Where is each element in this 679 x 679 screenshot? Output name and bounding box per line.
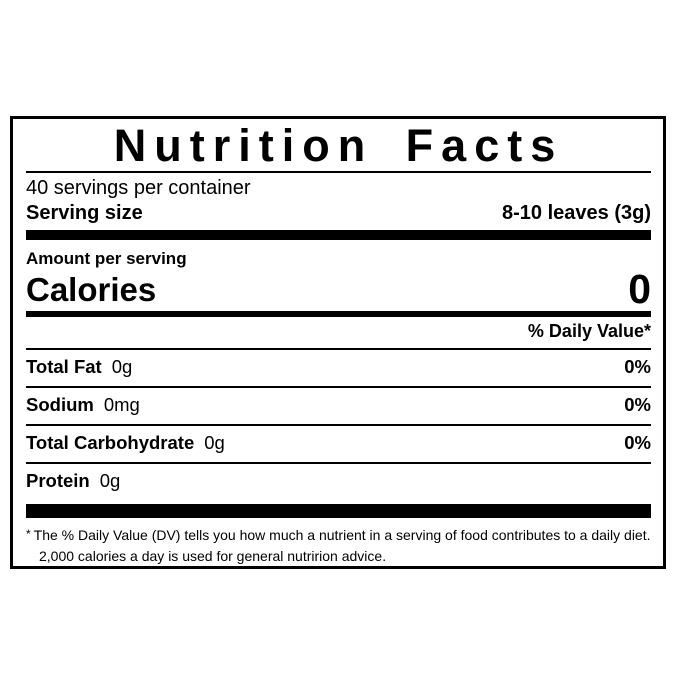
- nutrient-name-amount: Sodium 0mg: [26, 394, 140, 416]
- nutrient-name-amount: Total Carbohydrate 0g: [26, 432, 225, 454]
- nutrient-amount: 0g: [111, 355, 133, 377]
- nutrition-facts-label: Nutrition Facts 40 servings per containe…: [10, 116, 666, 569]
- nutrient-dv: 0%: [624, 393, 651, 415]
- daily-value-header: % Daily Value*: [527, 320, 651, 341]
- nutrient-amount: 0g: [204, 431, 225, 453]
- servings-per-container: 40 servings per container: [26, 177, 251, 200]
- calories-row: Calories 0: [26, 265, 651, 312]
- nutrient-row-protein: Protein 0g: [26, 464, 651, 500]
- serving-size-value: 8-10 leaves (3g): [502, 202, 651, 225]
- footnote-text: The % Daily Value (DV) tells you how muc…: [33, 526, 651, 565]
- label-title: Nutrition Facts: [113, 120, 564, 171]
- row-divider: [26, 347, 651, 350]
- calories-label: Calories: [26, 271, 157, 309]
- nutrient-name-amount: Protein 0g: [26, 470, 120, 492]
- nutrient-name-amount: Total Fat 0g: [26, 356, 132, 378]
- nutrient-row-total-fat: Total Fat 0g 0%: [26, 350, 651, 386]
- nutrient-name: Total Carbohydrate: [26, 431, 195, 453]
- nutrient-dv: 0%: [624, 431, 651, 453]
- row-divider: [26, 423, 651, 426]
- calories-divider-bar: [26, 310, 651, 317]
- row-divider: [26, 385, 651, 388]
- nutrient-amount: 0g: [99, 469, 121, 491]
- footnote-marker: *: [26, 526, 31, 541]
- thick-bar-top: [26, 230, 651, 241]
- nutrient-name: Protein: [26, 469, 90, 491]
- nutrient-name: Total Fat: [26, 355, 102, 377]
- thick-bar-bottom: [26, 503, 651, 518]
- row-divider: [26, 461, 651, 464]
- nutrient-row-sodium: Sodium 0mg 0%: [26, 388, 651, 424]
- nutrient-amount: 0mg: [103, 393, 140, 415]
- nutrient-dv: 0%: [624, 355, 651, 377]
- serving-size-label: Serving size: [26, 202, 143, 225]
- amount-per-serving-label: Amount per serving: [26, 249, 187, 269]
- footnote: * The % Daily Value (DV) tells you how mu…: [26, 525, 651, 566]
- nutrient-row-total-carbohydrate: Total Carbohydrate 0g 0%: [26, 426, 651, 462]
- nutrient-name: Sodium: [26, 393, 94, 415]
- title-divider: [26, 171, 651, 174]
- calories-value: 0: [628, 265, 651, 312]
- serving-size-row: Serving size 8-10 leaves (3g): [26, 202, 651, 225]
